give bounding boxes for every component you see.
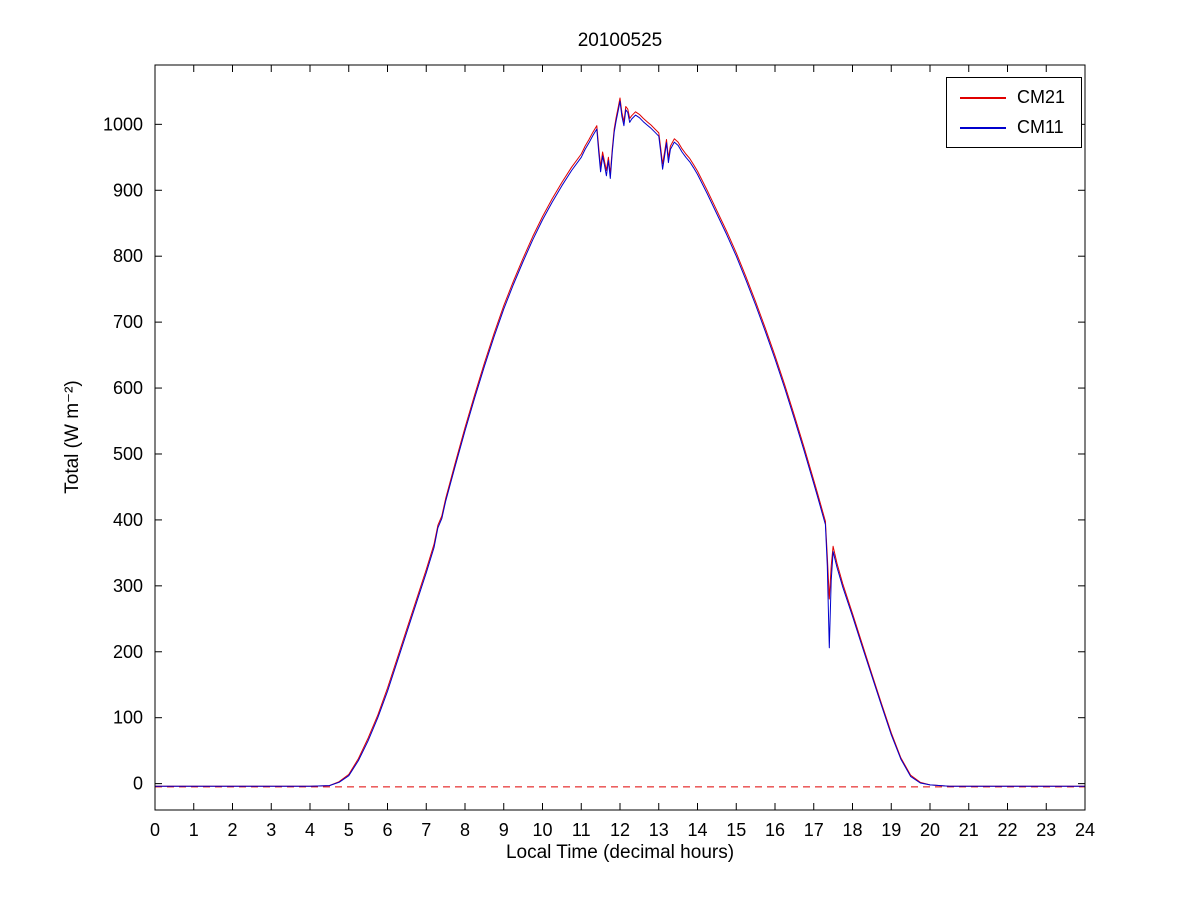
y-tick-label: 900 xyxy=(113,180,143,200)
y-tick-label: 300 xyxy=(113,576,143,596)
x-tick-label: 15 xyxy=(726,820,746,840)
x-tick-label: 20 xyxy=(920,820,940,840)
x-tick-label: 9 xyxy=(499,820,509,840)
x-tick-label: 19 xyxy=(881,820,901,840)
series-line-cm21 xyxy=(155,97,1085,787)
x-tick-label: 21 xyxy=(959,820,979,840)
series-line-cm11 xyxy=(155,100,1085,787)
axes-box xyxy=(154,64,1086,811)
legend-item-cm11: CM11 xyxy=(959,117,1065,138)
y-tick-label: 0 xyxy=(133,774,143,794)
x-tick-label: 16 xyxy=(765,820,785,840)
x-tick-label: 4 xyxy=(305,820,315,840)
x-tick-label: 22 xyxy=(997,820,1017,840)
x-tick-label: 18 xyxy=(842,820,862,840)
x-tick-label: 24 xyxy=(1075,820,1095,840)
x-tick-label: 11 xyxy=(572,820,591,840)
y-tick-label: 500 xyxy=(113,444,143,464)
x-tick-label: 12 xyxy=(610,820,630,840)
x-tick-label: 23 xyxy=(1036,820,1056,840)
chart-title: 20100525 xyxy=(578,30,663,51)
legend-label-cm21: CM21 xyxy=(1016,87,1065,107)
x-tick-label: 17 xyxy=(804,820,824,840)
y-tick-label: 200 xyxy=(113,642,143,662)
x-tick-label: 7 xyxy=(421,820,431,840)
legend-line-cm21 xyxy=(959,96,1006,99)
x-tick-label: 8 xyxy=(460,820,470,840)
x-tick-label: 14 xyxy=(687,820,707,840)
legend-line-cm11 xyxy=(959,126,1006,129)
y-axis-label: Total (W m⁻²) xyxy=(62,380,83,493)
x-axis-label: Local Time (decimal hours) xyxy=(506,842,734,863)
y-tick-label: 100 xyxy=(113,708,143,728)
legend-label-cm11: CM11 xyxy=(1016,117,1064,137)
x-tick-label: 0 xyxy=(150,820,160,840)
plot-area: 0 1 2 3 4 5 6 7 8 9 10 11 12 13 14 15 16 17 18 19 20 21 22 23 24… xyxy=(103,64,1095,840)
y-tick-label: 400 xyxy=(113,510,143,530)
legend: CM21 CM11 xyxy=(945,77,1082,148)
x-tick-label: 6 xyxy=(382,820,392,840)
x-tick-label: 1 xyxy=(189,820,199,840)
x-tick-label: 2 xyxy=(227,820,237,840)
x-tick-label: 13 xyxy=(649,820,669,840)
x-tick-label: 10 xyxy=(532,820,552,840)
x-tick-label: 5 xyxy=(344,820,354,840)
y-tick-label: 700 xyxy=(113,312,143,332)
x-tick-label: 3 xyxy=(266,820,276,840)
y-tick-label: 600 xyxy=(113,378,143,398)
y-tick-label: 800 xyxy=(113,246,143,266)
y-tick-label: 1000 xyxy=(103,114,143,134)
legend-item-cm21: CM21 xyxy=(959,87,1065,108)
